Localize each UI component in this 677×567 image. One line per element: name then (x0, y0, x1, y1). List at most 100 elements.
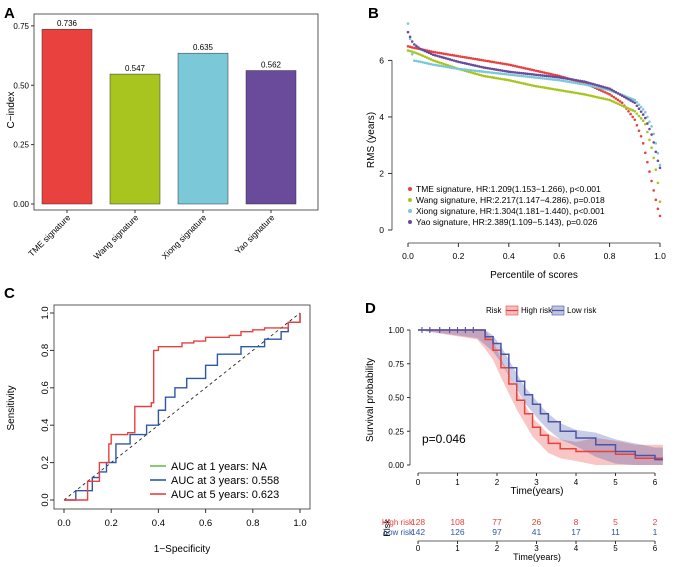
panel-b-point (543, 77, 546, 80)
panel-b-point (564, 89, 567, 93)
panel-b-point (492, 71, 496, 75)
panel-b-point (415, 44, 418, 48)
panel-b-point (635, 123, 639, 127)
panel-b-xtick-label: 1.0 (654, 251, 666, 261)
panel-b-point (463, 68, 467, 71)
panel-b-point (658, 200, 662, 204)
panel-b-point (490, 76, 494, 79)
panel-b-point (408, 49, 412, 53)
panel-b-point (440, 61, 443, 65)
panel-b-point (413, 46, 416, 50)
panel-b-point (505, 70, 509, 73)
panel-b-point (515, 74, 519, 77)
panel-b-point (576, 91, 580, 95)
panel-b-point (543, 74, 546, 78)
panel-b-point (631, 100, 634, 103)
panel-b-point (450, 66, 454, 70)
panel-b-point (545, 71, 548, 75)
panel-b-point (604, 86, 607, 89)
panel-b-point (583, 93, 586, 96)
panel-b-point (574, 81, 578, 85)
panel-d-xtick-label: 0 (416, 478, 421, 487)
panel-b-point (467, 56, 471, 60)
panel-d-risk-xtick-label: 5 (613, 544, 618, 553)
panel-b-point (555, 88, 559, 92)
panel-b-point (528, 72, 532, 76)
panel-b-point (417, 46, 420, 49)
panel-label-a: A (4, 5, 15, 22)
panel-b-point (417, 52, 420, 56)
panel-b-point (568, 77, 571, 81)
panel-d-legend-label: Low risk (567, 306, 597, 315)
panel-b-point (507, 70, 511, 74)
panel-b-point (641, 119, 645, 123)
panel-b-point (501, 72, 504, 76)
panel-a-value-label: 0.635 (193, 43, 214, 52)
panel-b-point (457, 67, 460, 71)
panel-b-point (562, 79, 565, 83)
panel-d-risk-row-label: Low risk (384, 528, 414, 537)
panel-b-point (543, 71, 546, 74)
panel-b-point (652, 141, 655, 144)
panel-b-point (639, 117, 643, 120)
panel-c-legend-label: AUC at 5 years: 0.623 (171, 489, 279, 501)
panel-b-point (564, 79, 567, 83)
panel-a-category-label: Wang signature (91, 212, 140, 261)
panel-b-point (568, 90, 571, 94)
panel-b-point (511, 79, 515, 83)
panel-b-point (570, 78, 574, 81)
panel-b-point (635, 112, 639, 115)
panel-b-point (427, 49, 431, 53)
panel-b-point (606, 86, 609, 90)
panel-b-point (509, 73, 513, 77)
panel-b-point (572, 91, 576, 94)
panel-d-ytick-label: 1.00 (388, 326, 404, 335)
panel-b-point (597, 86, 601, 90)
panel-d-ytick-label: 0.50 (388, 394, 404, 403)
panel-b-point (608, 87, 611, 90)
panel-b-point (438, 55, 441, 58)
panel-a-frame (33, 13, 319, 211)
panel-b-point (551, 73, 555, 76)
panel-b-ylabel: RMS (years) (366, 112, 377, 168)
panel-d-risk-count: 5 (613, 517, 618, 527)
panel-b-point (522, 82, 525, 85)
panel-b-point (612, 100, 616, 104)
panel-b-xtick-label: 0.0 (402, 251, 414, 261)
panel-b-point (486, 66, 490, 70)
panel-b-point (616, 98, 620, 102)
panel-b-point (488, 60, 492, 63)
panel-b-point (471, 71, 475, 75)
panel-b-point (593, 95, 597, 98)
panel-b-point (469, 68, 473, 72)
panel-b-point (566, 90, 569, 93)
panel-b-point (448, 58, 452, 61)
panel-a-bar (109, 73, 161, 205)
panel-b-point (614, 90, 618, 94)
panel-b-point (599, 96, 603, 100)
panel-b-point (452, 59, 456, 62)
panel-b-point (503, 69, 506, 73)
panel-b-point (452, 54, 456, 57)
panel-b-point (427, 62, 431, 65)
panel-b-point (497, 72, 500, 75)
panel-b-point (620, 101, 624, 105)
panel-b-ytick-label: 6 (379, 55, 384, 65)
panel-b-point (528, 83, 532, 87)
panel-b-point (406, 30, 410, 34)
panel-b-point (469, 56, 473, 60)
panel-d-ytick-label: 0.00 (388, 461, 404, 470)
panel-b-point (612, 95, 616, 99)
panel-b-point (599, 86, 603, 90)
panel-b-point (511, 64, 515, 67)
panel-b-point (578, 82, 582, 86)
panel-b-point (438, 61, 441, 64)
panel-b-point (526, 67, 529, 71)
panel-b-point (608, 98, 611, 102)
panel-b-point (534, 84, 538, 88)
panel-d-risk-xtick-label: 4 (574, 544, 579, 553)
panel-b-point (434, 63, 437, 67)
panel-b-point (560, 76, 563, 80)
panel-b-legend-marker (408, 220, 412, 224)
panel-b-point (587, 93, 590, 97)
